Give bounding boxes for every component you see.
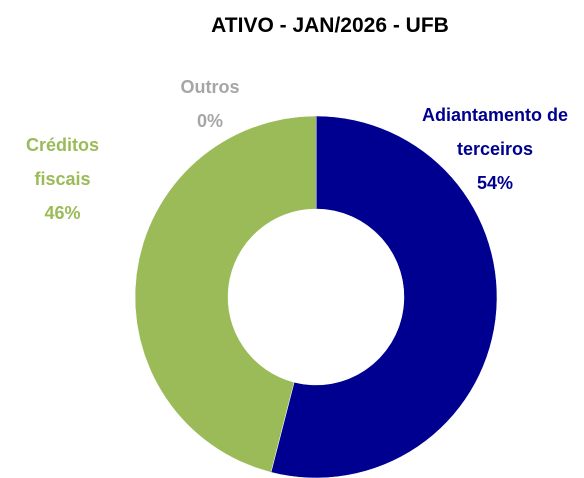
value-label: 0% [196, 111, 223, 131]
slice-label: Créditos fiscais 46% [0, 128, 125, 230]
category-label: Adiantamento de terceiros [421, 105, 568, 159]
donut-slice [270, 115, 498, 478]
slice-label: Outros 0% [140, 70, 280, 138]
category-label: Outros [180, 77, 240, 97]
value-label: 46% [44, 203, 81, 223]
value-label: 54% [476, 173, 514, 193]
chart-title: ATIVO - JAN/2026 - UFB [211, 14, 449, 37]
slice-label: Adiantamento de terceiros 54% [410, 98, 580, 200]
category-label: Créditos fiscais [25, 135, 99, 189]
